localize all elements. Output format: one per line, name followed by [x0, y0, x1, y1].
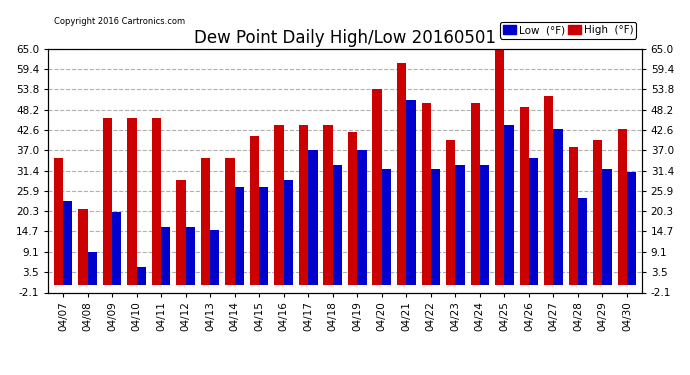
- Bar: [553, 129, 563, 285]
- Bar: [504, 125, 513, 285]
- Bar: [78, 209, 88, 285]
- Bar: [446, 140, 455, 285]
- Bar: [127, 118, 137, 285]
- Bar: [299, 125, 308, 285]
- Bar: [54, 158, 63, 285]
- Bar: [324, 125, 333, 285]
- Bar: [201, 158, 210, 285]
- Bar: [373, 89, 382, 285]
- Bar: [382, 169, 391, 285]
- Title: Dew Point Daily High/Low 20160501: Dew Point Daily High/Low 20160501: [194, 29, 496, 47]
- Bar: [422, 103, 431, 285]
- Bar: [259, 187, 268, 285]
- Bar: [520, 107, 529, 285]
- Bar: [112, 212, 121, 285]
- Bar: [544, 96, 553, 285]
- Bar: [455, 165, 464, 285]
- Bar: [226, 158, 235, 285]
- Bar: [250, 136, 259, 285]
- Bar: [333, 165, 342, 285]
- Bar: [406, 100, 415, 285]
- Bar: [618, 129, 627, 285]
- Bar: [186, 227, 195, 285]
- Text: Copyright 2016 Cartronics.com: Copyright 2016 Cartronics.com: [55, 17, 186, 26]
- Bar: [177, 180, 186, 285]
- Bar: [495, 45, 504, 285]
- Legend: Low  (°F), High  (°F): Low (°F), High (°F): [500, 22, 636, 39]
- Bar: [593, 140, 602, 285]
- Bar: [88, 252, 97, 285]
- Bar: [578, 198, 587, 285]
- Bar: [431, 169, 440, 285]
- Bar: [529, 158, 538, 285]
- Bar: [397, 63, 406, 285]
- Bar: [357, 150, 366, 285]
- Bar: [284, 180, 293, 285]
- Bar: [137, 267, 146, 285]
- Bar: [161, 227, 170, 285]
- Bar: [103, 118, 112, 285]
- Bar: [471, 103, 480, 285]
- Bar: [275, 125, 284, 285]
- Bar: [602, 169, 612, 285]
- Bar: [627, 172, 636, 285]
- Bar: [152, 118, 161, 285]
- Bar: [210, 230, 219, 285]
- Bar: [348, 132, 357, 285]
- Bar: [63, 201, 72, 285]
- Bar: [569, 147, 578, 285]
- Bar: [308, 150, 317, 285]
- Bar: [480, 165, 489, 285]
- Bar: [235, 187, 244, 285]
